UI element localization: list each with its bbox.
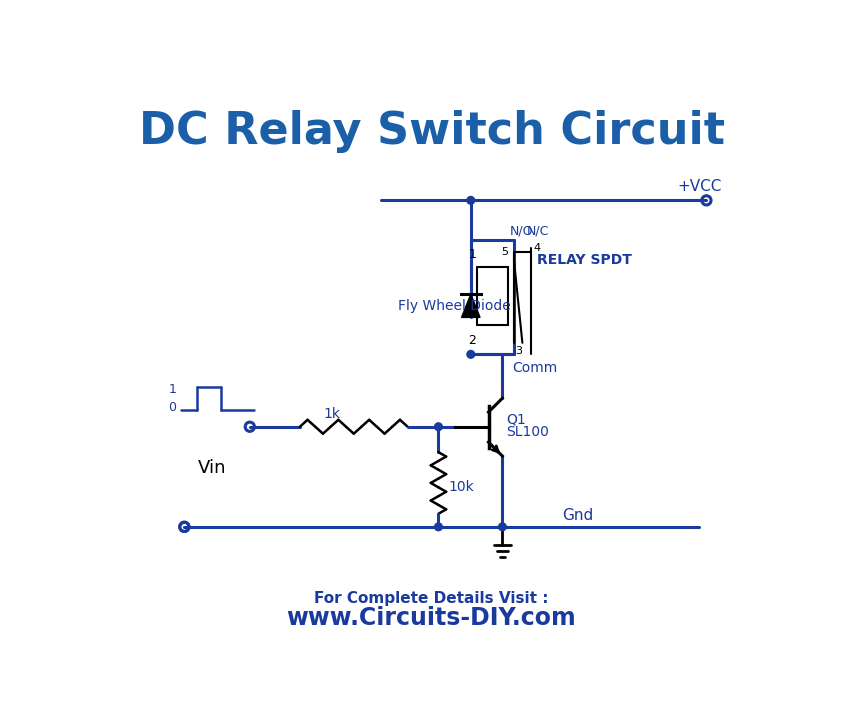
Text: 5: 5 — [501, 247, 509, 257]
Text: 1: 1 — [468, 248, 477, 261]
Text: SL100: SL100 — [506, 425, 549, 439]
Text: 4: 4 — [533, 243, 541, 253]
Circle shape — [467, 197, 475, 204]
Text: Comm: Comm — [513, 361, 557, 375]
Text: 1k: 1k — [323, 407, 340, 420]
Circle shape — [434, 423, 442, 431]
Text: N/C: N/C — [527, 225, 549, 238]
Circle shape — [467, 351, 475, 359]
Text: 1: 1 — [168, 382, 176, 395]
Text: 0: 0 — [168, 401, 176, 414]
Text: Vin: Vin — [198, 459, 226, 477]
Text: RELAY SPDT: RELAY SPDT — [537, 253, 632, 266]
Text: 3: 3 — [515, 346, 522, 356]
Text: Q1: Q1 — [506, 412, 526, 426]
Circle shape — [434, 523, 442, 531]
Text: +VCC: +VCC — [677, 179, 722, 194]
Text: N/O: N/O — [510, 225, 534, 238]
Text: 2: 2 — [468, 334, 477, 347]
Text: www.Circuits-DIY.com: www.Circuits-DIY.com — [286, 606, 577, 630]
Text: DC Relay Switch Circuit: DC Relay Switch Circuit — [139, 109, 724, 153]
Circle shape — [498, 523, 506, 531]
Text: For Complete Details Visit :: For Complete Details Visit : — [314, 591, 549, 606]
Text: 10k: 10k — [449, 480, 474, 494]
Polygon shape — [461, 294, 480, 318]
Text: Gnd: Gnd — [562, 508, 593, 523]
Text: Fly Wheel Diode: Fly Wheel Diode — [397, 299, 510, 313]
